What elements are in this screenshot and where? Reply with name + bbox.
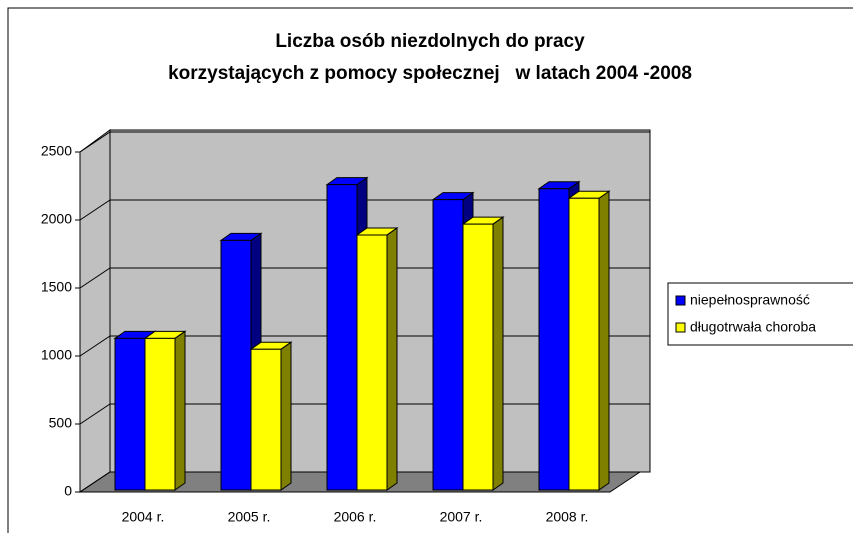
x-tick-label: 2005 r. <box>228 509 271 525</box>
legend-label: niepełnosprawność <box>690 292 810 308</box>
y-tick-label: 2500 <box>41 143 72 159</box>
y-tick-label: 1500 <box>41 279 72 295</box>
bar-face <box>492 216 504 491</box>
bar-face <box>144 337 176 491</box>
x-tick-label: 2006 r. <box>334 509 377 525</box>
chart-title: korzystających z pomocy społecznej w lat… <box>168 63 692 84</box>
bar-face <box>114 337 146 491</box>
bar <box>355 226 399 491</box>
bar-face <box>280 341 292 491</box>
bar <box>249 341 293 491</box>
legend-label: długotrwała choroba <box>690 319 816 335</box>
bar <box>143 330 187 491</box>
y-tick-label: 2000 <box>41 211 72 227</box>
y-tick-label: 1000 <box>41 347 72 363</box>
grid-line <box>79 131 650 153</box>
chart-title: Liczba osób niezdolnych do pracy <box>275 31 585 52</box>
bar-face <box>462 223 494 491</box>
bar-face <box>250 348 282 491</box>
x-tick-label: 2008 r. <box>546 509 589 525</box>
x-tick-label: 2007 r. <box>440 509 483 525</box>
side-wall <box>79 129 111 493</box>
legend-swatch <box>675 295 686 306</box>
x-tick-label: 2004 r. <box>122 509 165 525</box>
bar-face <box>174 330 186 491</box>
bar-face <box>386 226 398 491</box>
bar <box>461 216 505 491</box>
y-tick-label: 0 <box>64 483 72 499</box>
bar-face <box>220 239 252 491</box>
bar-face <box>432 199 464 491</box>
bar-face <box>538 188 570 491</box>
bar-face <box>598 190 610 491</box>
bar-face <box>356 234 388 491</box>
y-tick-label: 500 <box>49 415 73 431</box>
bar-face <box>568 197 600 491</box>
bar <box>567 190 611 491</box>
legend-box <box>667 282 853 346</box>
bar-face <box>326 184 358 491</box>
legend-swatch <box>675 322 686 333</box>
